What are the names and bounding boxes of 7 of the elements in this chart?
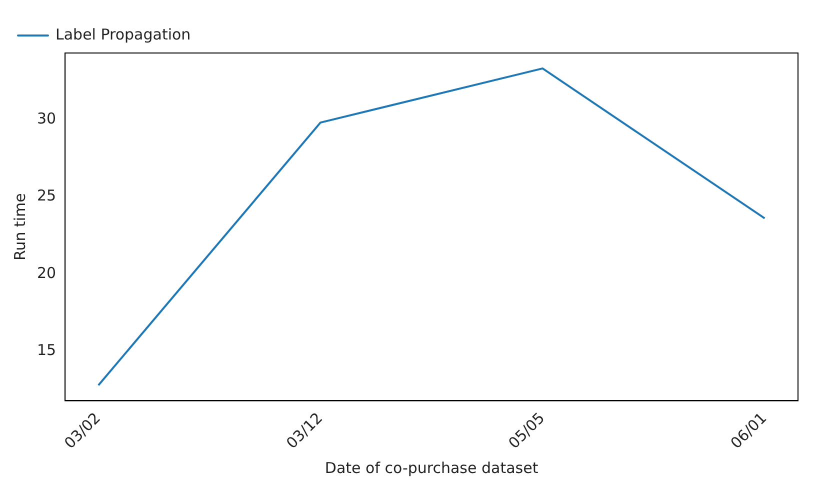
y-tick-label: 15 bbox=[36, 341, 56, 360]
y-axis-title: Run time bbox=[10, 193, 29, 261]
legend-label: Label Propagation bbox=[56, 25, 191, 44]
y-tick-label: 30 bbox=[36, 109, 56, 128]
x-axis-title: Date of co-purchase dataset bbox=[324, 458, 538, 477]
y-tick-label: 25 bbox=[36, 186, 56, 205]
y-tick-label: 20 bbox=[36, 264, 56, 282]
